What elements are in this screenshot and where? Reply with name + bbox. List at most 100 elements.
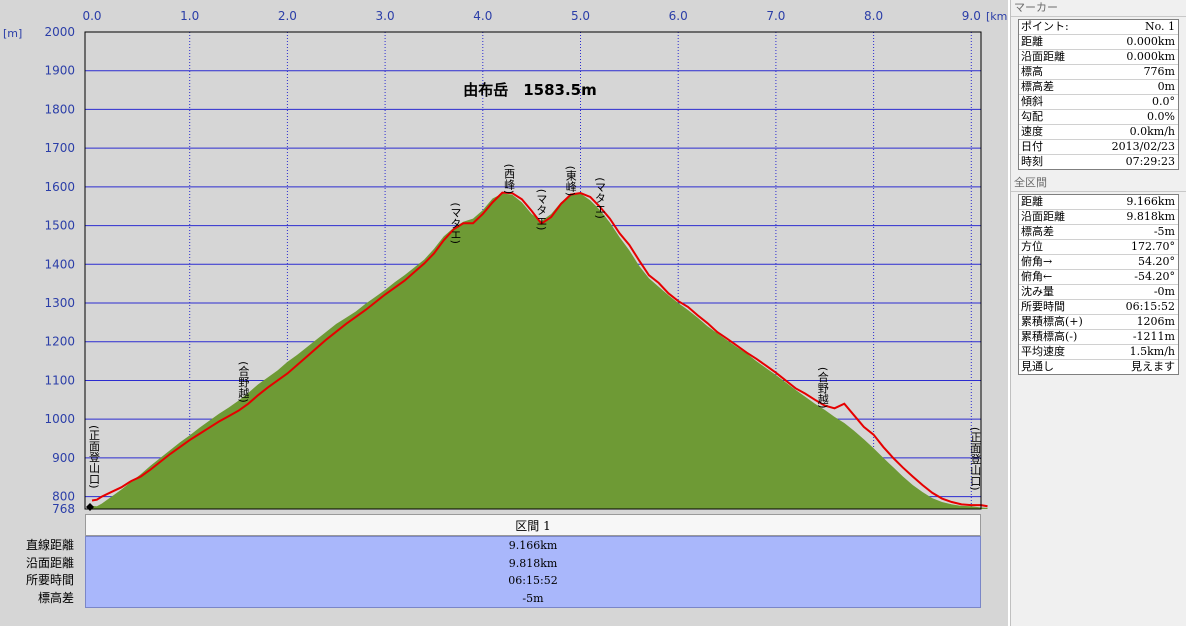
section-table: 区間 1 9.166km 9.818km 06:15:52 -5m [85, 514, 981, 608]
marker-info-row-label: 勾配 [1021, 110, 1043, 123]
plot-border [84, 31, 982, 510]
total-info-row-label: 所要時間 [1021, 300, 1065, 313]
total-info-row-value: -0m [1153, 285, 1175, 298]
marker-info-row: ポイント: No. 1 [1019, 20, 1178, 35]
elevation-area-series [92, 193, 988, 509]
marker-info-row-label: 標高差 [1021, 80, 1054, 93]
section-label-straight-distance: 直線距離 [25, 538, 74, 552]
section-label-duration: 所要時間 [25, 573, 74, 587]
marker-info-row: 日付 2013/02/23 [1019, 140, 1178, 155]
total-info-row: 累積標高(-) -1211m [1019, 330, 1178, 345]
marker-info-row-value: 2013/02/23 [1111, 140, 1175, 153]
total-info-row: 平均速度 1.5km/h [1019, 345, 1178, 360]
y-tick-label: 1800 [44, 102, 75, 116]
waypoint-annotation: (正面登山口) [87, 425, 100, 489]
y-tick-label: 1100 [44, 373, 75, 387]
section-label-elevation-diff: 標高差 [37, 590, 74, 605]
waypoint-annotation: (マタエ) [449, 202, 462, 244]
total-info-row-value: 06:15:52 [1125, 300, 1175, 313]
section-value-elevation-diff: -5m [522, 591, 544, 605]
start-point-marker [86, 503, 94, 511]
x-tick-label: 5.0 [571, 9, 590, 23]
marker-info-row-label: ポイント: [1021, 20, 1069, 33]
y-tick-label: 1300 [44, 296, 75, 310]
chart-title: 由布岳 1583.5m [463, 81, 597, 99]
y-tick-label: 800 [52, 490, 75, 504]
total-info-row: 所要時間 06:15:52 [1019, 300, 1178, 315]
marker-info-table: ポイント: No. 1 距離 0.000km 沿面距離 0.000km 標高 776m 標高差 0… [1018, 19, 1179, 170]
marker-info-row-value: 07:29:23 [1125, 155, 1175, 168]
total-info-row: 方位 172.70° [1019, 240, 1178, 255]
y-tick-label: 1200 [44, 335, 75, 349]
marker-info-row-label: 日付 [1021, 140, 1043, 153]
waypoint-annotation: (正面登山口) [969, 427, 982, 491]
marker-info-row: 速度 0.0km/h [1019, 125, 1178, 140]
total-panel-title: 全区間 [1011, 175, 1186, 192]
total-info-row-value: 1206m [1136, 315, 1175, 328]
marker-info-row: 沿面距離 0.000km [1019, 50, 1178, 65]
total-info-row: 見通し 見えます [1019, 360, 1178, 374]
total-info-row-label: 距離 [1021, 195, 1043, 208]
total-info-row: 累積標高(+) 1206m [1019, 315, 1178, 330]
waypoint-annotation: (マタエ) [594, 177, 607, 219]
marker-info-row: 距離 0.000km [1019, 35, 1178, 50]
y-tick-label: 1700 [44, 141, 75, 155]
y-unit-label: [m] [3, 27, 22, 40]
total-info-row: 標高差 -5m [1019, 225, 1178, 240]
total-info-row-label: 沈み量 [1021, 285, 1054, 298]
waypoint-annotation: (西峰) [503, 164, 516, 195]
y-tick-label: 1000 [44, 412, 75, 426]
section-value-straight-distance: 9.166km [508, 539, 558, 552]
total-info-row-label: 方位 [1021, 240, 1043, 253]
marker-info-row-label: 時刻 [1021, 155, 1043, 168]
x-tick-label: 9.0 [962, 9, 981, 23]
total-info-row-value: 見えます [1131, 360, 1175, 373]
total-info-row-label: 沿面距離 [1021, 210, 1065, 223]
total-info-row-label: 標高差 [1021, 225, 1054, 238]
total-info-row-label: 累積標高(+) [1021, 315, 1083, 328]
info-sidebar: マーカー ポイント: No. 1 距離 0.000km 沿面距離 0.000km 標高 776… [1010, 0, 1186, 626]
y-tick-label: 1400 [44, 257, 75, 271]
section-row-labels: 直線距離 沿面距離 所要時間 標高差 [0, 537, 80, 607]
total-info-row-label: 平均速度 [1021, 345, 1065, 358]
total-info-row-label: 俯角← [1021, 270, 1053, 283]
x-tick-label: 6.0 [669, 9, 688, 23]
waypoint-annotation: (マタエ) [535, 189, 548, 231]
total-info-row: 沿面距離 9.818km [1019, 210, 1178, 225]
section-header[interactable]: 区間 1 [85, 514, 981, 536]
waypoint-annotation: (東峰) [564, 166, 577, 197]
section-label-surface-distance: 沿面距離 [25, 555, 74, 570]
x-tick-label: 2.0 [278, 9, 297, 23]
waypoint-annotation: (合野越) [237, 361, 250, 403]
x-tick-label: 7.0 [766, 9, 785, 23]
marker-info-row-value: 0.0% [1147, 110, 1175, 123]
x-tick-label: 0.0 [82, 9, 101, 23]
total-info-row-value: -5m [1153, 225, 1175, 238]
marker-info-row: 傾斜 0.0° [1019, 95, 1178, 110]
marker-info-row-value: No. 1 [1144, 20, 1175, 33]
section-value-surface-distance: 9.818km [508, 556, 558, 570]
marker-info-row-label: 標高 [1021, 65, 1043, 78]
marker-info-row: 時刻 07:29:23 [1019, 155, 1178, 169]
total-info-row-label: 見通し [1021, 360, 1054, 373]
total-info-row: 俯角← -54.20° [1019, 270, 1178, 285]
total-info-row: 距離 9.166km [1019, 195, 1178, 210]
marker-info-row-label: 距離 [1021, 35, 1043, 48]
x-unit-label: [km] [986, 10, 1008, 23]
total-info-row-value: 54.20° [1138, 255, 1175, 268]
elevation-profile-chart: 2000 1900 1800 1700 1600 1500 1400 1300 1200 1100… [3, 9, 1012, 516]
total-info-row-value: -54.20° [1134, 270, 1175, 283]
x-tick-label: 8.0 [864, 9, 883, 23]
total-info-row-value: 9.818km [1126, 210, 1175, 223]
total-info-row-value: -1211m [1132, 330, 1175, 343]
total-info-row-label: 俯角→ [1021, 255, 1053, 268]
marker-info-row: 標高差 0m [1019, 80, 1178, 95]
marker-info-row: 勾配 0.0% [1019, 110, 1178, 125]
marker-panel-title: マーカー [1011, 0, 1186, 17]
marker-info-row-value: 0m [1157, 80, 1175, 93]
total-info-row-label: 累積標高(-) [1021, 330, 1078, 343]
track-line-series [91, 191, 988, 508]
marker-info-row-value: 0.0° [1152, 95, 1175, 108]
total-info-row-value: 9.166km [1126, 195, 1175, 208]
waypoint-annotation: (合野越) [816, 367, 829, 409]
